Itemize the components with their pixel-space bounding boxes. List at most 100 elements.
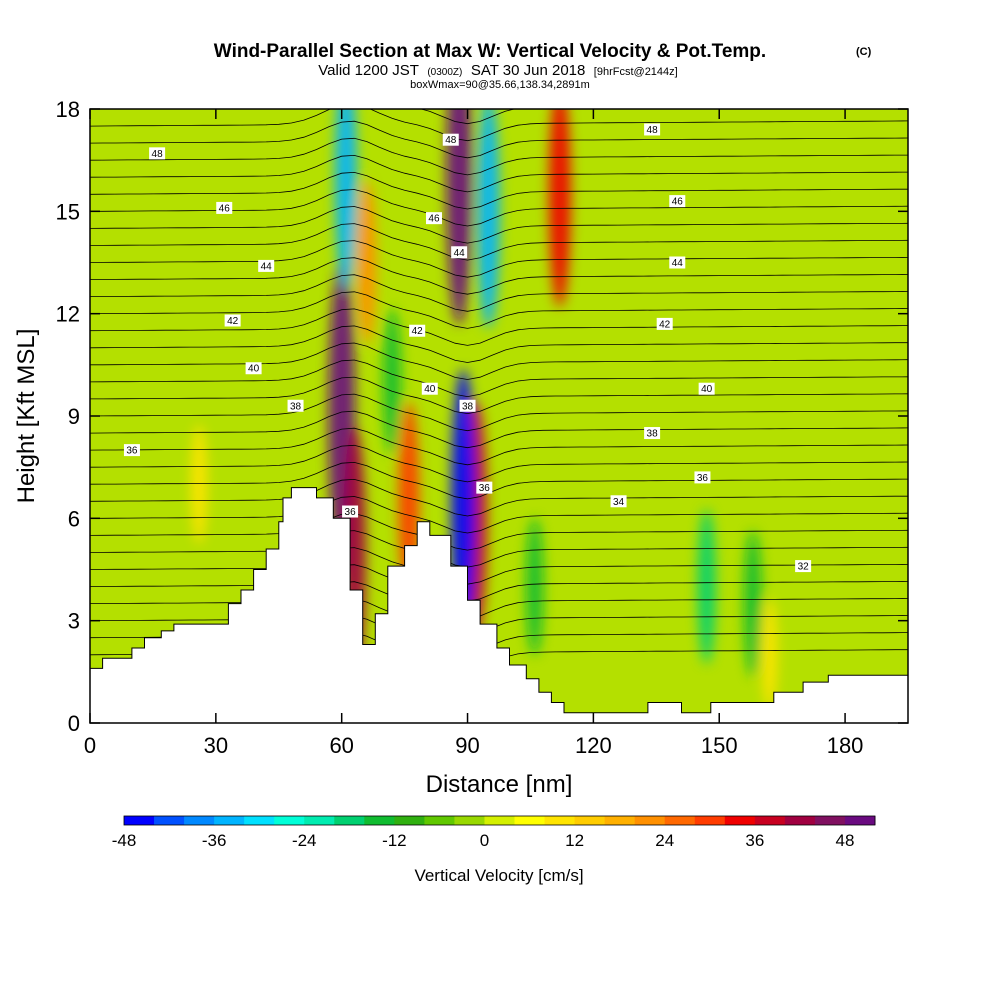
theta-contour-line — [90, 393, 908, 432]
updraft-cell — [190, 424, 208, 545]
colorbar-swatch — [334, 816, 365, 825]
colorbar-swatch — [664, 816, 696, 825]
theta-label-text: 48 — [445, 135, 457, 146]
plot-area: 48 48 48 46 46 46 44 44 44 42 42 42 40 40 40 38 38 38 36 36… — [90, 109, 908, 723]
theta-label-text: 40 — [701, 384, 713, 395]
theta-label: 38 — [644, 427, 661, 440]
theta-label-text: 42 — [227, 316, 239, 327]
chart-subtitle-box: boxWmax=90@35.66,138.34,2891m — [410, 79, 590, 91]
terrain-mask — [90, 487, 908, 723]
colorbar-swatch — [544, 816, 576, 825]
colorbar-tick-label: 36 — [745, 831, 764, 850]
theta-label: 44 — [451, 246, 468, 259]
theta-contour-line — [90, 154, 908, 193]
theta-contour-line — [90, 223, 908, 261]
downdraft-cell — [383, 308, 401, 456]
x-tick-label: 120 — [575, 733, 612, 758]
theta-contour-line — [90, 291, 908, 329]
x-tick-label: 0 — [84, 733, 96, 758]
theta-label-text: 34 — [613, 497, 625, 508]
colorbar-swatch — [184, 816, 215, 825]
theta-contour-line — [90, 547, 908, 585]
chart-title-mark: (C) — [856, 46, 872, 58]
theta-label-box — [442, 133, 459, 146]
theta-label-box — [669, 256, 686, 269]
theta-label: 36 — [342, 505, 359, 518]
x-axis-label: Distance [nm] — [426, 771, 573, 798]
theta-label: 46 — [216, 201, 233, 214]
theta-label: 48 — [644, 123, 661, 136]
theta-contour-line — [90, 478, 908, 517]
theta-label-text: 38 — [462, 401, 474, 412]
y-tick-label: 9 — [68, 404, 80, 429]
colorbar-tick-label: -12 — [382, 831, 407, 850]
colorbar-swatch — [364, 816, 395, 825]
colorbar-swatch — [154, 816, 185, 825]
colorbar-swatch — [814, 816, 846, 825]
theta-label-text: 42 — [659, 319, 671, 330]
chart-subtitle: Valid 1200 JST (0300Z) SAT 30 Jun 2018 [… — [318, 62, 677, 79]
x-tick-label: 60 — [329, 733, 353, 758]
theta-label-text: 36 — [479, 483, 491, 494]
theta-label: 36 — [123, 444, 140, 457]
theta-label: 42 — [656, 317, 673, 330]
theta-label: 36 — [476, 481, 493, 494]
colorbar-swatch — [754, 816, 786, 825]
theta-label-box — [258, 259, 275, 272]
theta-label-box — [224, 314, 241, 327]
colorbar-swatch — [424, 816, 455, 825]
theta-label: 46 — [425, 212, 442, 225]
theta-contour-line — [90, 376, 908, 415]
colorbar-tick-label: 12 — [565, 831, 584, 850]
subtitle-utc: (0300Z) — [427, 67, 462, 78]
theta-label-text: 40 — [248, 364, 260, 375]
y-tick-label: 6 — [68, 506, 80, 531]
colorbar-label: Vertical Velocity [cm/s] — [414, 866, 583, 885]
colorbar-swatch — [634, 816, 666, 825]
theta-label-box — [476, 481, 493, 494]
theta-label-box — [459, 399, 476, 412]
theta-label-box — [795, 560, 812, 573]
colorbar-frame — [123, 815, 876, 826]
theta-label-box — [287, 399, 304, 412]
theta-label-text: 38 — [647, 429, 659, 440]
theta-contour-line — [90, 342, 908, 380]
theta-label-text: 32 — [798, 562, 810, 573]
theta-label-text: 44 — [672, 258, 684, 269]
theta-label-text: 48 — [152, 149, 164, 160]
theta-contour-line — [90, 308, 908, 346]
y-tick-label: 15 — [56, 199, 80, 224]
theta-contour-line — [90, 530, 908, 568]
colorbar: -48 -36 -24 -12 0 12 24 36 48 — [112, 815, 876, 850]
theta-contour-line — [90, 410, 908, 449]
theta-label-box — [644, 123, 661, 136]
theta-label: 38 — [287, 399, 304, 412]
updraft-cell — [446, 109, 473, 326]
theta-contour-line — [90, 257, 908, 295]
theta-label: 48 — [442, 133, 459, 146]
colorbar-swatch — [454, 816, 485, 825]
colorbar-swatch — [304, 816, 335, 825]
theta-contour-line — [90, 120, 908, 159]
y-tick-label: 18 — [56, 97, 80, 122]
x-tick-label: 150 — [701, 733, 738, 758]
theta-label-box — [656, 317, 673, 330]
theta-contour-line — [90, 461, 908, 500]
downdraft-cell — [525, 517, 544, 656]
updraft-cell — [357, 180, 377, 345]
theta-label: 44 — [258, 259, 275, 272]
colorbar-tick-label: -48 — [112, 831, 137, 850]
theta-contour-line — [90, 325, 908, 363]
theta-label: 48 — [149, 147, 166, 160]
theta-label-box — [698, 382, 715, 395]
theta-contour-line — [90, 564, 908, 602]
colorbar-swatch — [214, 816, 245, 825]
theta-label: 32 — [795, 560, 812, 573]
theta-label-box — [669, 195, 686, 208]
theta-label: 36 — [694, 471, 711, 484]
colorbar-swatch — [604, 816, 636, 825]
theta-label-text: 44 — [261, 261, 273, 272]
theta-contour-line — [90, 513, 908, 551]
